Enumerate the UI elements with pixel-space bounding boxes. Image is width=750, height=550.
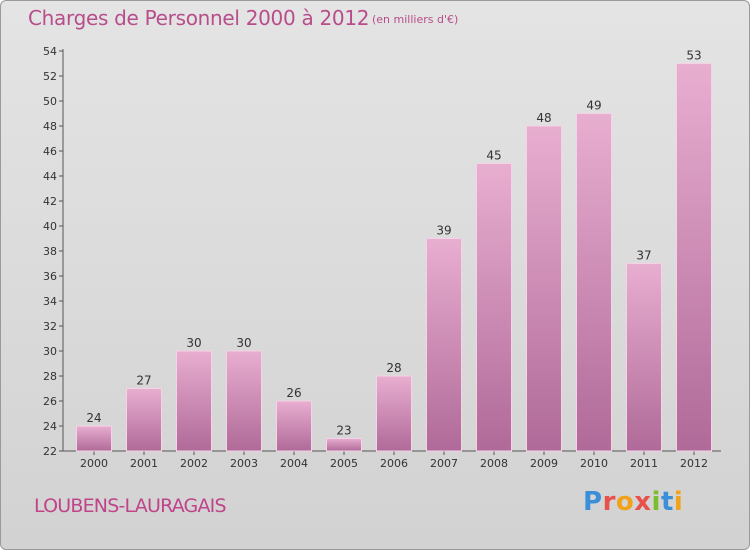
data-label-2003: 30 bbox=[236, 336, 251, 350]
bar-2005 bbox=[326, 438, 362, 452]
x-tick-label-2008: 2008 bbox=[480, 457, 508, 470]
x-tick-label-2011: 2011 bbox=[630, 457, 658, 470]
x-tick-label-2004: 2004 bbox=[280, 457, 308, 470]
bar-2001 bbox=[126, 388, 162, 452]
data-label-2002: 30 bbox=[186, 336, 201, 350]
data-label-2012: 53 bbox=[686, 49, 701, 63]
bar-2000 bbox=[76, 425, 112, 452]
logo-letter: P bbox=[583, 487, 603, 517]
y-tick-label: 54 bbox=[43, 45, 57, 58]
logo-letter: i bbox=[673, 487, 684, 517]
data-label-2000: 24 bbox=[86, 411, 101, 425]
bar-2012 bbox=[676, 63, 712, 452]
x-tick-label-2006: 2006 bbox=[380, 457, 408, 470]
x-tick-label-2002: 2002 bbox=[180, 457, 208, 470]
x-tick-label-2000: 2000 bbox=[80, 457, 108, 470]
x-tick-label-2005: 2005 bbox=[330, 457, 358, 470]
bar-2008 bbox=[476, 163, 512, 452]
bar-2002 bbox=[176, 350, 212, 452]
bar-2011 bbox=[626, 263, 662, 452]
logo-letter: i bbox=[651, 487, 661, 517]
axes: 22 24 26 28 30 32 34 36 38 40 42 44 46 48 50 52 54 2000 20… bbox=[43, 45, 721, 470]
data-label-2005: 23 bbox=[336, 424, 351, 438]
bars-group: 24 27 30 30 26 23 28 39 45 48 49 37 53 bbox=[76, 49, 712, 452]
x-tick-label-2010: 2010 bbox=[580, 457, 608, 470]
chart-unit: (en milliers d'€) bbox=[372, 13, 459, 26]
y-tick-label: 48 bbox=[43, 120, 57, 133]
y-tick-label: 36 bbox=[43, 270, 57, 283]
x-tick-label-2009: 2009 bbox=[530, 457, 558, 470]
commune-name: LOUBENS-LAURAGAIS bbox=[34, 495, 227, 517]
data-label-2001: 27 bbox=[136, 374, 151, 388]
y-tick-label: 30 bbox=[43, 345, 57, 358]
y-tick-label: 46 bbox=[43, 145, 57, 158]
bar-2009 bbox=[526, 125, 562, 452]
y-tick-label: 32 bbox=[43, 320, 57, 333]
bar-2004 bbox=[276, 400, 312, 452]
bar-2006 bbox=[376, 375, 412, 452]
data-label-2011: 37 bbox=[636, 249, 651, 263]
x-tick-label-2012: 2012 bbox=[680, 457, 708, 470]
y-tick-label: 44 bbox=[43, 170, 57, 183]
logo-letter: r bbox=[602, 487, 616, 517]
data-label-2007: 39 bbox=[436, 224, 451, 238]
data-label-2010: 49 bbox=[586, 99, 601, 113]
logo-letter: o bbox=[615, 487, 635, 517]
y-tick-label: 26 bbox=[43, 395, 57, 408]
y-tick-label: 38 bbox=[43, 245, 57, 258]
y-tick-label: 40 bbox=[43, 220, 57, 233]
y-tick-label: 52 bbox=[43, 70, 57, 83]
data-label-2006: 28 bbox=[386, 361, 401, 375]
proxiti-logo[interactable]: Proxiti bbox=[583, 487, 683, 517]
data-label-2008: 45 bbox=[486, 149, 501, 163]
y-tick-label: 24 bbox=[43, 420, 57, 433]
y-tick-label: 34 bbox=[43, 295, 57, 308]
bar-2003 bbox=[226, 350, 262, 452]
x-tick-label-2003: 2003 bbox=[230, 457, 258, 470]
logo-letter: t bbox=[660, 487, 674, 517]
y-tick-label: 42 bbox=[43, 195, 57, 208]
x-tick-label-2001: 2001 bbox=[130, 457, 158, 470]
data-label-2009: 48 bbox=[536, 111, 551, 125]
bar-2010 bbox=[576, 113, 612, 452]
y-tick-label: 28 bbox=[43, 370, 57, 383]
logo-letter: x bbox=[634, 487, 652, 517]
y-tick-label: 50 bbox=[43, 95, 57, 108]
bar-2007 bbox=[426, 238, 462, 452]
chart-title: Charges de Personnel 2000 à 2012 bbox=[28, 6, 370, 30]
x-tick-label-2007: 2007 bbox=[430, 457, 458, 470]
data-label-2004: 26 bbox=[286, 386, 301, 400]
y-tick-label: 22 bbox=[43, 445, 57, 458]
